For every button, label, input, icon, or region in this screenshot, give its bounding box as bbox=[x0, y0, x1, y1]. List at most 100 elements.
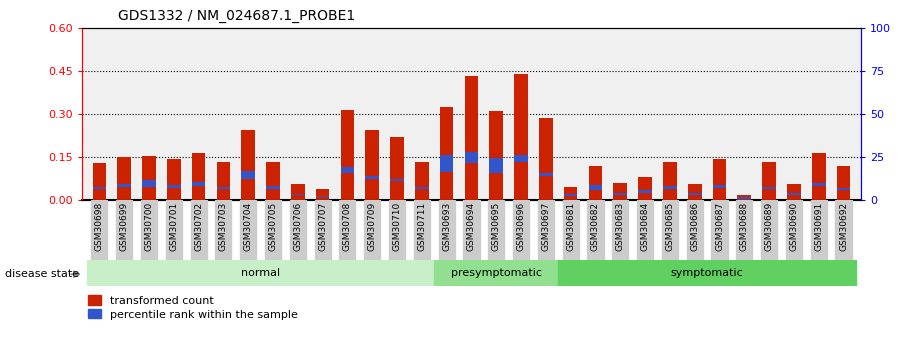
Text: GSM30694: GSM30694 bbox=[467, 202, 476, 251]
FancyBboxPatch shape bbox=[166, 200, 182, 260]
Bar bbox=[266, 186, 280, 189]
Bar bbox=[712, 159, 726, 200]
Bar bbox=[291, 194, 304, 195]
Bar bbox=[390, 179, 404, 181]
Text: GSM30697: GSM30697 bbox=[541, 202, 550, 251]
FancyBboxPatch shape bbox=[116, 200, 132, 260]
Bar bbox=[191, 183, 205, 186]
Text: GSM30701: GSM30701 bbox=[169, 202, 179, 251]
FancyBboxPatch shape bbox=[637, 200, 653, 260]
Text: GSM30707: GSM30707 bbox=[318, 202, 327, 251]
FancyBboxPatch shape bbox=[438, 200, 455, 260]
Bar bbox=[613, 183, 627, 200]
Text: GSM30705: GSM30705 bbox=[269, 202, 278, 251]
Text: GSM30696: GSM30696 bbox=[517, 202, 526, 251]
Bar bbox=[241, 130, 255, 200]
FancyBboxPatch shape bbox=[87, 260, 435, 286]
Text: disease state: disease state bbox=[5, 269, 78, 279]
Bar bbox=[738, 197, 752, 198]
Bar bbox=[415, 187, 429, 189]
Text: GSM30702: GSM30702 bbox=[194, 202, 203, 251]
Bar bbox=[93, 163, 107, 200]
Text: GSM30688: GSM30688 bbox=[740, 202, 749, 251]
Bar bbox=[217, 187, 230, 189]
Bar bbox=[787, 184, 801, 200]
Bar bbox=[142, 156, 156, 200]
FancyBboxPatch shape bbox=[314, 200, 331, 260]
FancyBboxPatch shape bbox=[364, 200, 380, 260]
Bar bbox=[489, 158, 503, 173]
Bar bbox=[514, 155, 527, 162]
FancyBboxPatch shape bbox=[588, 200, 603, 260]
Text: GSM30686: GSM30686 bbox=[691, 202, 700, 251]
Text: GSM30711: GSM30711 bbox=[417, 202, 426, 251]
Bar bbox=[241, 171, 255, 179]
Bar bbox=[365, 130, 379, 200]
Bar bbox=[142, 180, 156, 187]
FancyBboxPatch shape bbox=[389, 200, 405, 260]
Bar bbox=[836, 188, 850, 190]
Bar bbox=[663, 162, 677, 200]
Bar bbox=[93, 187, 107, 189]
FancyBboxPatch shape bbox=[811, 200, 827, 260]
Bar bbox=[639, 177, 652, 200]
Bar bbox=[217, 162, 230, 200]
FancyBboxPatch shape bbox=[290, 200, 306, 260]
Text: GSM30703: GSM30703 bbox=[219, 202, 228, 251]
Bar bbox=[465, 77, 478, 200]
FancyBboxPatch shape bbox=[435, 260, 558, 286]
Bar bbox=[712, 185, 726, 188]
FancyBboxPatch shape bbox=[661, 200, 678, 260]
Text: GSM30684: GSM30684 bbox=[640, 202, 650, 251]
Bar bbox=[688, 193, 701, 195]
Bar bbox=[440, 107, 454, 200]
Bar bbox=[589, 166, 602, 200]
Text: GSM30706: GSM30706 bbox=[293, 202, 302, 251]
FancyBboxPatch shape bbox=[488, 200, 505, 260]
Bar bbox=[763, 162, 776, 200]
Text: GSM30700: GSM30700 bbox=[145, 202, 153, 251]
Bar bbox=[118, 184, 131, 187]
Bar bbox=[341, 110, 354, 200]
Text: GSM30698: GSM30698 bbox=[95, 202, 104, 251]
Bar bbox=[836, 166, 850, 200]
FancyBboxPatch shape bbox=[464, 200, 479, 260]
Bar bbox=[663, 186, 677, 189]
Bar bbox=[564, 187, 578, 200]
Text: GSM30699: GSM30699 bbox=[119, 202, 128, 251]
FancyBboxPatch shape bbox=[414, 200, 430, 260]
Bar bbox=[266, 162, 280, 200]
FancyBboxPatch shape bbox=[761, 200, 777, 260]
FancyBboxPatch shape bbox=[215, 200, 231, 260]
FancyBboxPatch shape bbox=[612, 200, 629, 260]
Text: GSM30682: GSM30682 bbox=[591, 202, 600, 251]
FancyBboxPatch shape bbox=[558, 260, 856, 286]
FancyBboxPatch shape bbox=[265, 200, 281, 260]
Bar bbox=[415, 162, 429, 200]
FancyBboxPatch shape bbox=[537, 200, 554, 260]
Text: GSM30695: GSM30695 bbox=[492, 202, 501, 251]
Bar bbox=[564, 194, 578, 196]
Text: GSM30681: GSM30681 bbox=[566, 202, 575, 251]
Bar bbox=[390, 137, 404, 200]
FancyBboxPatch shape bbox=[687, 200, 702, 260]
Bar bbox=[639, 190, 652, 193]
Text: GSM30690: GSM30690 bbox=[790, 202, 798, 251]
Bar bbox=[316, 196, 330, 197]
Bar bbox=[167, 159, 180, 200]
Bar bbox=[514, 73, 527, 200]
Text: presymptomatic: presymptomatic bbox=[451, 268, 542, 278]
Text: normal: normal bbox=[241, 268, 281, 278]
FancyBboxPatch shape bbox=[141, 200, 157, 260]
Bar bbox=[167, 186, 180, 188]
Bar bbox=[589, 185, 602, 190]
Text: GSM30708: GSM30708 bbox=[343, 202, 352, 251]
FancyBboxPatch shape bbox=[340, 200, 355, 260]
Bar bbox=[763, 187, 776, 189]
FancyBboxPatch shape bbox=[835, 200, 852, 260]
Bar bbox=[365, 176, 379, 179]
Bar bbox=[812, 152, 825, 200]
FancyBboxPatch shape bbox=[786, 200, 802, 260]
Bar bbox=[613, 193, 627, 195]
Bar bbox=[440, 155, 454, 172]
